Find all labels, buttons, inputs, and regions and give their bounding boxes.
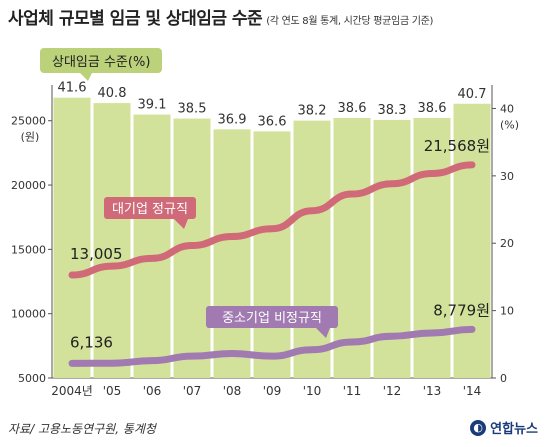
x-axis-tick-label: '06	[143, 384, 162, 398]
left-axis-tick-label: 25000	[11, 115, 46, 128]
series-end-label: 8,779원	[433, 301, 490, 319]
bar-value-label: 40.7	[458, 87, 487, 102]
relative-wage-bar	[333, 117, 371, 379]
series-start-label: 6,136	[70, 333, 113, 351]
series-name-tag	[104, 197, 196, 219]
series-end-label: 21,568원	[424, 137, 490, 155]
right-axis-tick-label: 30	[500, 170, 514, 183]
series-name-tag-pointer	[316, 328, 330, 338]
left-axis-tick-label: 20000	[11, 179, 46, 192]
source-note: 자료/ 고용노동연구원, 통계청	[8, 422, 156, 436]
right-axis-unit: (%)	[500, 118, 519, 131]
x-axis-tick-label: '12	[383, 384, 402, 398]
x-axis-tick-label: '05	[103, 384, 122, 398]
relative-wage-bar	[293, 120, 331, 378]
series-name-tag-pointer	[174, 219, 188, 229]
series-line-sme-nonregular	[68, 325, 476, 367]
chart-title: 사업체 규모별 임금 및 상대임금 수준 (각 연도 8월 통계, 시간당 평균임…	[8, 4, 433, 29]
series-line-large-regular	[68, 161, 476, 279]
relative-wage-bar	[53, 97, 91, 378]
bar-value-label: 38.5	[178, 102, 207, 117]
relative-wage-bar	[253, 131, 291, 378]
bar-value-label: 36.6	[258, 114, 287, 129]
bar-value-label: 39.1	[138, 98, 167, 113]
bar-value-label: 38.3	[378, 103, 407, 118]
x-axis-tick-label: '08	[223, 384, 242, 398]
publisher-logo: ◐ 연합뉴스	[470, 418, 538, 437]
x-axis-tick-label: 2004년	[51, 384, 93, 398]
bar-value-label: 41.6	[58, 81, 87, 96]
bar-value-label: 38.2	[298, 104, 327, 119]
left-axis-tick-label: 10000	[11, 308, 46, 321]
yonhap-logo-icon: ◐	[470, 419, 487, 436]
bar-value-label: 40.8	[98, 86, 127, 101]
x-axis-tick-label: '14	[463, 384, 482, 398]
series-name-label: 중소기업 비정규직	[222, 311, 322, 326]
right-axis-tick-label: 10	[500, 305, 514, 318]
relative-wage-bar	[413, 117, 451, 379]
series-name-label: 대기업 정규직	[112, 202, 188, 217]
bar-legend-label: 상대임금 수준(%)	[40, 48, 163, 81]
x-axis-tick-label: '13	[423, 384, 442, 398]
chart-subtitle: (각 연도 8월 통계, 시간당 평균임금 기준)	[266, 16, 434, 27]
left-axis-tick-label: 15000	[11, 243, 46, 256]
series-name-tag	[206, 306, 338, 328]
bar-value-label: 38.6	[338, 101, 367, 116]
relative-wage-bar	[213, 129, 251, 378]
x-axis-tick-label: '10	[303, 384, 322, 398]
left-axis-unit: (원)	[21, 131, 40, 144]
bar-value-label: 38.6	[418, 101, 447, 116]
relative-wage-bar	[133, 114, 171, 379]
x-axis-tick-label: '09	[263, 384, 282, 398]
relative-wage-bar	[93, 103, 131, 378]
x-axis-tick-label: '07	[183, 384, 202, 398]
publisher-logo-text: 연합뉴스	[490, 422, 538, 437]
chart-title-text: 사업체 규모별 임금 및 상대임금 수준	[8, 9, 263, 29]
bar-value-label: 36.9	[218, 112, 247, 127]
right-axis-tick-label: 20	[500, 237, 514, 250]
x-axis-tick-label: '11	[343, 384, 362, 398]
left-axis-tick-label: 5000	[18, 372, 46, 385]
right-axis-tick-label: 40	[500, 102, 514, 115]
right-axis-tick-label: 0	[500, 372, 507, 385]
series-start-label: 13,005	[70, 245, 123, 263]
